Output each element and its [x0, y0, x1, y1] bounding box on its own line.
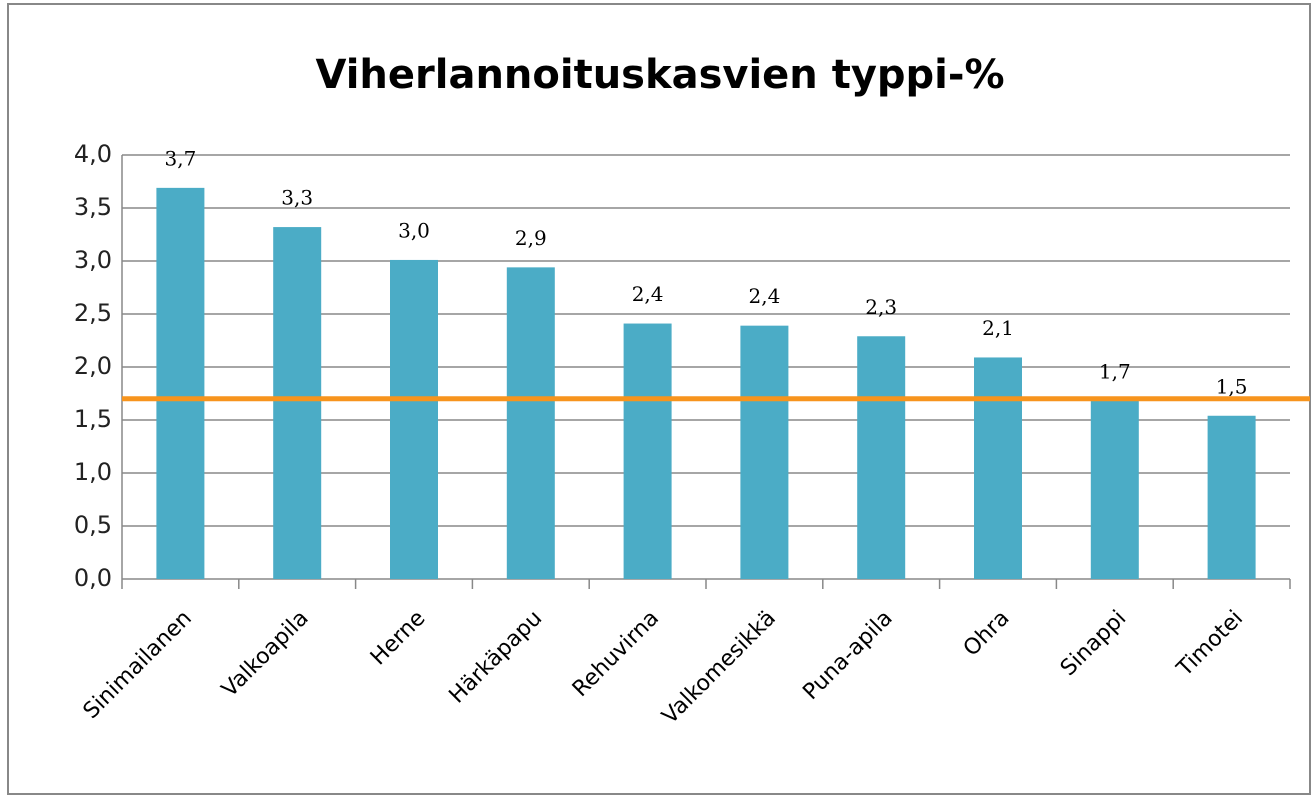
data-label: 2,4 [748, 284, 780, 308]
bar [506, 267, 555, 579]
bar [623, 323, 672, 579]
data-label: 2,4 [632, 282, 664, 306]
y-tick-label: 2,0 [74, 352, 112, 380]
y-tick-label: 3,0 [74, 246, 112, 274]
bar [1207, 415, 1256, 579]
data-label: 2,9 [515, 226, 547, 250]
data-label: 1,7 [1099, 359, 1131, 383]
y-tick-label: 2,5 [74, 299, 112, 327]
data-label: 2,3 [865, 295, 897, 319]
bar [1090, 400, 1139, 579]
data-label: 3,7 [164, 146, 196, 170]
y-tick-label: 0,5 [74, 511, 112, 539]
chart-title: Viherlannoituskasvien typpi-% [315, 52, 1004, 98]
y-tick-label: 4,0 [74, 140, 112, 168]
bar [740, 325, 789, 579]
y-tick-label: 1,0 [74, 458, 112, 486]
bar [273, 227, 322, 579]
bar [390, 259, 438, 579]
y-tick-label: 0,0 [74, 564, 112, 592]
bar [857, 336, 906, 579]
data-label: 2,1 [982, 316, 1014, 340]
data-label: 1,5 [1216, 374, 1248, 398]
data-label: 3,3 [281, 186, 313, 210]
bar [156, 187, 205, 580]
bar [974, 357, 1022, 579]
y-tick-label: 3,5 [74, 193, 112, 221]
y-tick-label: 1,5 [74, 405, 112, 433]
data-label: 3,0 [398, 218, 430, 242]
